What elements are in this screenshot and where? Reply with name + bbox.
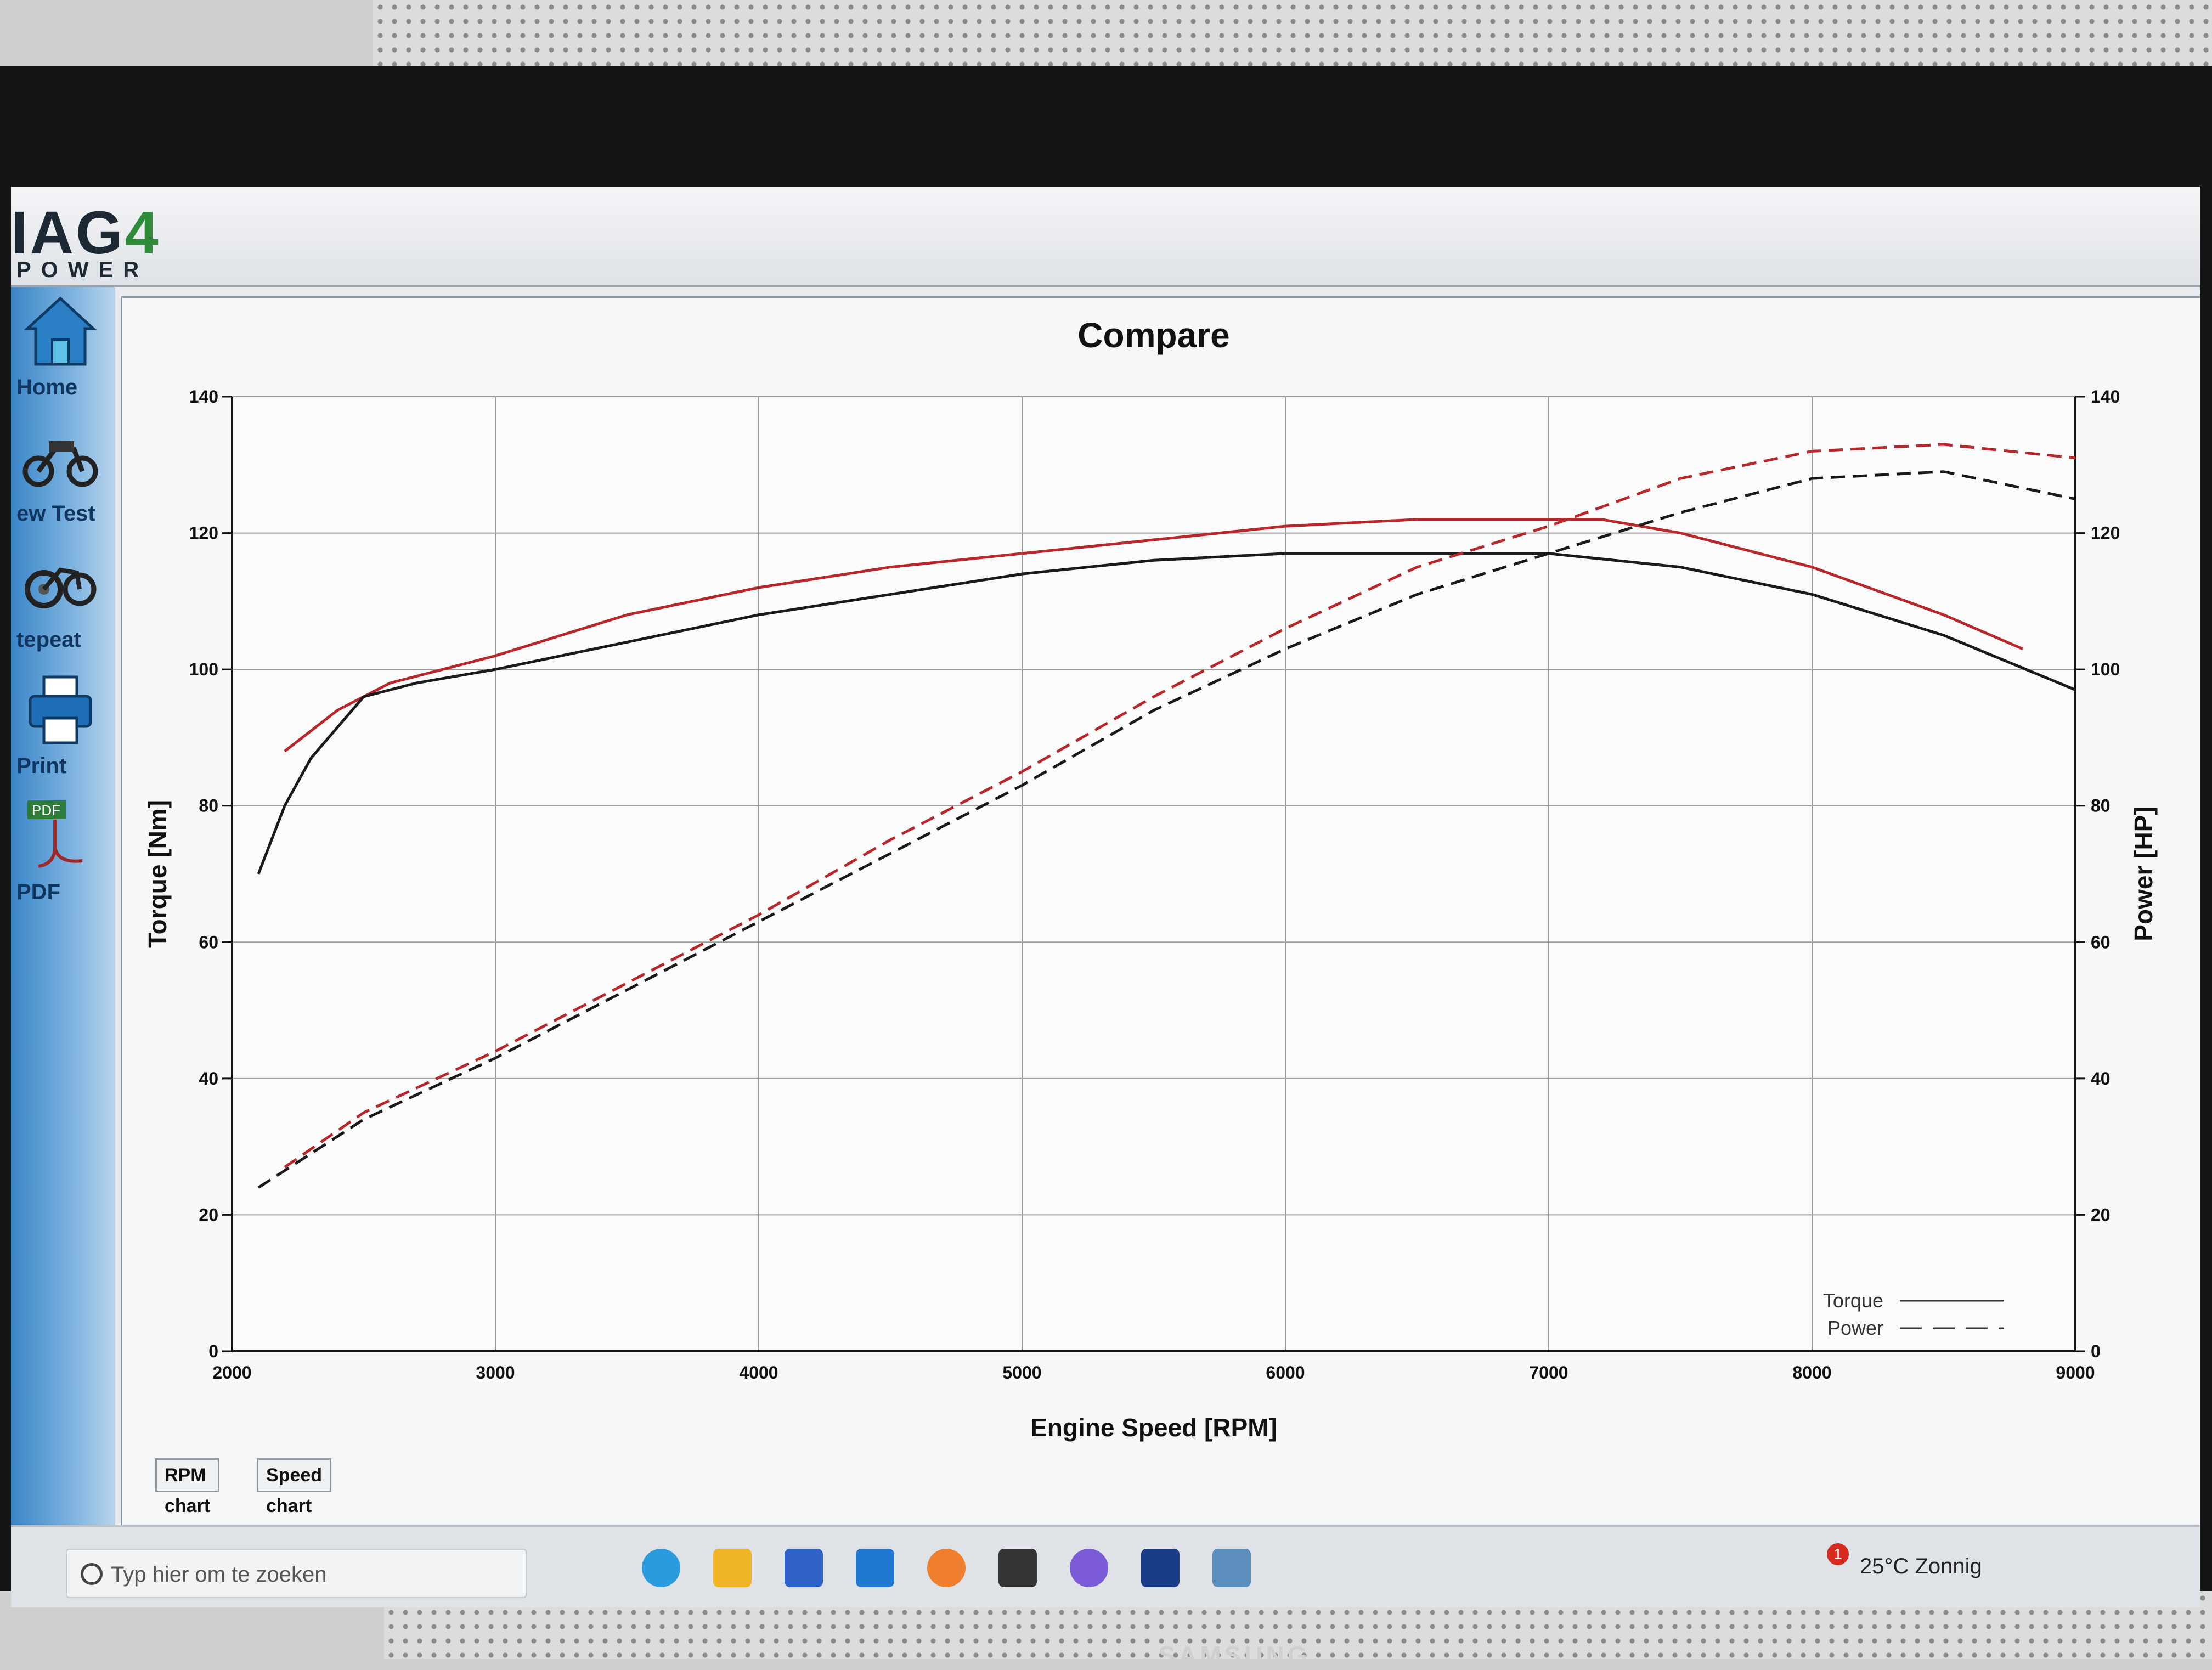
y-tick-label-left: 60: [199, 932, 218, 952]
x-tick-label: 5000: [1002, 1363, 1041, 1383]
y-tick-label-left: 120: [189, 523, 218, 543]
y-tick-label-right: 80: [2091, 796, 2111, 816]
legend-label-torque: Torque: [1823, 1289, 1883, 1312]
y-tick-label-right: 20: [2091, 1205, 2111, 1225]
home-icon: [24, 296, 97, 366]
outlook-icon[interactable]: [856, 1549, 894, 1587]
taskbar-search-input[interactable]: Typ hier om te zoeken: [66, 1549, 527, 1598]
chart-panel: 2000 3000 4000 5000 6000 7000 8000 9000 0 20 40 60 8…: [121, 296, 2200, 1572]
sidebar: Home ew Test tepeat: [11, 287, 115, 1607]
x-tick-label: 4000: [739, 1363, 778, 1383]
edge-browser-icon[interactable]: [642, 1549, 680, 1587]
legend-label-power: Power: [1827, 1317, 1883, 1339]
x-tick-label: 2000: [212, 1363, 251, 1383]
sidebar-item-label: tepeat: [16, 628, 81, 652]
search-icon: [81, 1563, 103, 1585]
repeat-motorcycle-icon: [25, 567, 97, 608]
weather-widget[interactable]: 25°C Zonnig: [1860, 1554, 1982, 1578]
file-explorer-icon[interactable]: [713, 1549, 752, 1587]
y-tick-label-right: 0: [2091, 1341, 2101, 1361]
y-tick-label-left: 140: [189, 387, 218, 407]
screen: IAG4 POWER Home ew Test: [11, 187, 2200, 1607]
monitor-brand: SAMSUNG: [1158, 1641, 1311, 1669]
sidebar-item-label: ew Test: [16, 501, 95, 526]
x-tick-label: 3000: [476, 1363, 515, 1383]
series-black-power-line: [257, 470, 2076, 1189]
x-tick-label: 8000: [1792, 1363, 1831, 1383]
series-black-torque-line: [257, 552, 2076, 875]
y-tick-label-left: 80: [199, 796, 218, 816]
chart-title: Compare: [1077, 315, 1229, 355]
firefox-icon[interactable]: [927, 1549, 966, 1587]
sidebar-item-print[interactable]: Print: [11, 666, 115, 792]
pdf-icon-badge: PDF: [32, 802, 60, 819]
copilot-icon[interactable]: [1070, 1549, 1108, 1587]
app-logo: IAG4: [11, 199, 161, 267]
pdf-icon: PDF: [27, 800, 83, 868]
sidebar-item-repeat[interactable]: tepeat: [11, 540, 115, 666]
sidebar-item-label: Print: [16, 754, 67, 778]
tab-speed-chart[interactable]: Speed chart: [257, 1458, 332, 1516]
y-tick-label-left: 40: [199, 1069, 218, 1088]
taskbar: Typ hier om te zoeken 1 25°C Zonnig: [11, 1525, 2200, 1607]
y-tick-label-left: 0: [208, 1341, 218, 1361]
x-axis-label: Engine Speed [RPM]: [1030, 1413, 1277, 1442]
series-red-torque-line: [284, 518, 2023, 753]
y-axis-label-left: Torque [Nm]: [143, 800, 172, 948]
sidebar-item-label: Home: [16, 375, 78, 399]
y-tick-label-right: 40: [2091, 1069, 2111, 1088]
y-tick-label-right: 60: [2091, 932, 2111, 952]
motorcycle-icon: [22, 441, 98, 487]
sidebar-item-label: PDF: [16, 880, 60, 904]
tab-rpm-chart[interactable]: RPM chart: [155, 1458, 220, 1516]
y-tick-label-right: 140: [2091, 387, 2120, 407]
dyno-chart: 2000 3000 4000 5000 6000 7000 8000 900002040608…: [143, 315, 2158, 1442]
sidebar-item-new-test[interactable]: ew Test: [11, 414, 115, 540]
search-placeholder: Typ hier om te zoeken: [111, 1562, 327, 1587]
snipping-tool-icon[interactable]: [1212, 1549, 1251, 1587]
printer-icon: [29, 675, 92, 744]
series-red-power-line: [284, 443, 2076, 1169]
sidebar-item-home[interactable]: Home: [11, 287, 115, 414]
notification-badge: 1: [1827, 1543, 1849, 1565]
x-tick-label: 9000: [2056, 1363, 2095, 1383]
app-header: IAG4 POWER: [11, 187, 2200, 287]
app-logo-subtitle: POWER: [16, 258, 149, 282]
y-tick-label-right: 100: [2091, 659, 2120, 679]
monitor-bezel: IAG4 POWER Home ew Test: [0, 66, 2212, 1669]
dropbox-icon[interactable]: [998, 1549, 1037, 1587]
dyno-app-icon[interactable]: [1141, 1549, 1180, 1587]
y-tick-label-right: 120: [2091, 523, 2120, 543]
store-icon[interactable]: [785, 1549, 823, 1587]
sidebar-item-pdf[interactable]: PDF PDF: [11, 792, 115, 918]
x-tick-label: 6000: [1266, 1363, 1305, 1383]
y-tick-label-left: 20: [199, 1205, 218, 1225]
y-tick-label-left: 100: [189, 659, 218, 679]
x-tick-label: 7000: [1529, 1363, 1568, 1383]
y-axis-label-right: Power [HP]: [2129, 806, 2158, 941]
